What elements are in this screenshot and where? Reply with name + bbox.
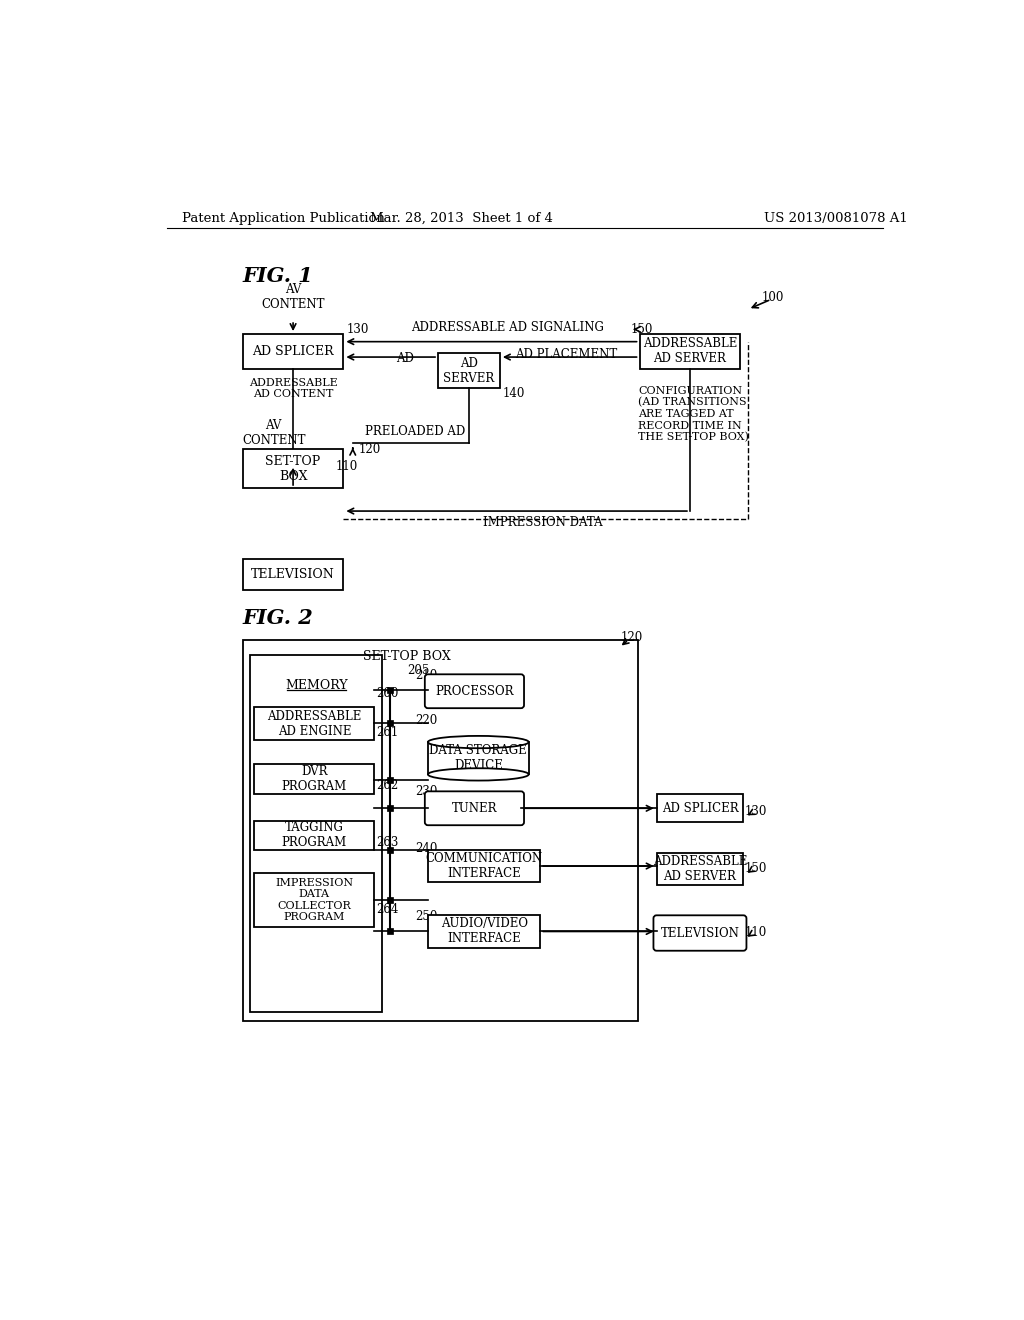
FancyBboxPatch shape [425,675,524,708]
Text: PROCESSOR: PROCESSOR [435,685,514,698]
Text: 210: 210 [415,669,437,682]
Text: 110: 110 [744,925,767,939]
FancyBboxPatch shape [656,795,743,822]
Text: 140: 140 [503,387,524,400]
FancyBboxPatch shape [254,708,375,739]
FancyBboxPatch shape [438,354,500,388]
Text: 240: 240 [415,842,437,855]
Text: CONFIGURATION
(AD TRANSITIONS
ARE TAGGED AT
RECORD TIME IN
THE SET-TOP BOX): CONFIGURATION (AD TRANSITIONS ARE TAGGED… [638,385,749,442]
FancyBboxPatch shape [428,742,528,775]
FancyBboxPatch shape [243,640,638,1020]
Text: 230: 230 [415,785,437,797]
Text: MEMORY: MEMORY [285,680,347,693]
Text: PRELOADED AD: PRELOADED AD [365,425,465,438]
Text: 120: 120 [359,444,381,455]
FancyBboxPatch shape [428,915,541,948]
Text: IMPRESSION
DATA
COLLECTOR
PROGRAM: IMPRESSION DATA COLLECTOR PROGRAM [275,878,353,923]
Text: 220: 220 [415,714,437,727]
Text: 100: 100 [762,290,784,304]
Text: 250: 250 [415,909,437,923]
Text: 110: 110 [336,459,358,473]
FancyBboxPatch shape [387,847,393,853]
FancyBboxPatch shape [425,792,524,825]
Text: 263: 263 [376,836,398,849]
Text: AD: AD [396,352,415,366]
Text: US 2013/0081078 A1: US 2013/0081078 A1 [764,213,907,224]
FancyBboxPatch shape [387,928,393,933]
Text: TELEVISION: TELEVISION [660,927,739,940]
Text: TUNER: TUNER [452,801,498,814]
FancyBboxPatch shape [387,776,393,783]
FancyBboxPatch shape [387,686,393,693]
FancyBboxPatch shape [254,821,375,850]
Text: ADDRESSABLE
AD SERVER: ADDRESSABLE AD SERVER [643,338,737,366]
Text: 261: 261 [376,726,398,739]
Text: IMPRESSION DATA: IMPRESSION DATA [482,516,602,529]
Text: AD PLACEMENT: AD PLACEMENT [515,348,617,362]
Text: 260: 260 [376,686,398,700]
Text: AD SPLICER: AD SPLICER [662,801,738,814]
Text: AD SPLICER: AD SPLICER [252,345,334,358]
FancyBboxPatch shape [656,853,743,886]
Text: SET-TOP
BOX: SET-TOP BOX [265,454,321,483]
FancyBboxPatch shape [653,915,746,950]
Ellipse shape [428,737,528,748]
Text: 150: 150 [744,862,767,875]
Text: TAGGING
PROGRAM: TAGGING PROGRAM [282,821,347,849]
Text: DATA STORAGE
DEVICE: DATA STORAGE DEVICE [429,744,527,772]
Text: Mar. 28, 2013  Sheet 1 of 4: Mar. 28, 2013 Sheet 1 of 4 [370,213,553,224]
Text: 262: 262 [376,779,398,792]
Text: 205: 205 [407,664,429,677]
FancyBboxPatch shape [428,850,541,882]
FancyBboxPatch shape [640,334,740,368]
Text: ADDRESSABLE
AD ENGINE: ADDRESSABLE AD ENGINE [267,710,361,738]
Text: AV
CONTENT: AV CONTENT [242,418,305,446]
FancyBboxPatch shape [243,558,343,590]
FancyBboxPatch shape [243,449,343,488]
FancyBboxPatch shape [387,719,393,726]
Text: AV
CONTENT: AV CONTENT [261,282,325,312]
Text: 130: 130 [744,805,767,818]
Text: Patent Application Publication: Patent Application Publication [182,213,385,224]
Text: SET-TOP BOX: SET-TOP BOX [364,649,451,663]
Text: AUDIO/VIDEO
INTERFACE: AUDIO/VIDEO INTERFACE [440,917,527,945]
Text: FIG. 2: FIG. 2 [243,609,313,628]
Text: DVR
PROGRAM: DVR PROGRAM [282,766,347,793]
Text: 150: 150 [630,323,652,335]
FancyBboxPatch shape [387,896,393,903]
FancyBboxPatch shape [254,764,375,793]
Text: ADDRESSABLE
AD CONTENT: ADDRESSABLE AD CONTENT [249,378,338,400]
FancyBboxPatch shape [387,805,393,812]
Text: 264: 264 [376,903,398,916]
Text: FIG. 1: FIG. 1 [243,265,313,285]
FancyBboxPatch shape [254,873,375,927]
Text: 120: 120 [621,631,643,644]
FancyBboxPatch shape [251,655,382,1011]
Text: ADDRESSABLE AD SIGNALING: ADDRESSABLE AD SIGNALING [412,321,604,334]
Text: AD
SERVER: AD SERVER [443,356,495,384]
Text: ADDRESSABLE
AD SERVER: ADDRESSABLE AD SERVER [652,855,748,883]
Ellipse shape [428,768,528,780]
Text: TELEVISION: TELEVISION [251,568,335,581]
Text: 130: 130 [346,323,369,335]
Text: COMMUNICATION
INTERFACE: COMMUNICATION INTERFACE [426,851,543,880]
FancyBboxPatch shape [243,334,343,368]
